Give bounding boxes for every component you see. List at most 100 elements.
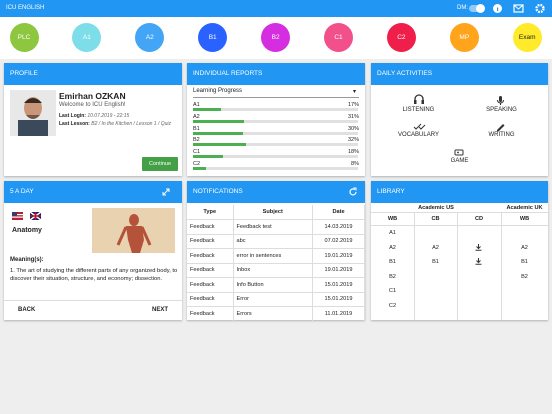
level-button[interactable]: Exam <box>512 23 542 52</box>
cell: 07.02.2019 <box>312 234 365 249</box>
welcome: Welcome to ICU English! <box>59 102 126 108</box>
cell: Feedback <box>187 263 234 278</box>
book-link[interactable]: A1 <box>389 230 396 236</box>
refresh-icon[interactable] <box>348 187 358 197</box>
back-button[interactable]: BACK <box>18 307 36 313</box>
column-header: Type <box>187 205 234 220</box>
group-header: Academic US <box>418 205 454 211</box>
level-label: C2 <box>193 161 201 167</box>
level-button[interactable]: PLC <box>9 23 39 52</box>
percent-label: 18% <box>347 149 359 156</box>
notification-row[interactable]: Feedback Errors 11.01.2019 <box>187 306 365 322</box>
expand-icon[interactable] <box>161 187 171 197</box>
divider <box>371 212 548 213</box>
cell: Info Button <box>233 277 313 293</box>
cell: Inbox <box>233 263 313 278</box>
cell: Feedback <box>187 219 234 235</box>
speaking[interactable]: SPEAKING <box>486 107 517 113</box>
meanings-label: Meaning(s): <box>10 257 44 263</box>
app-title: ICU ENGLISH <box>6 5 45 11</box>
notification-row[interactable]: Feedback Feedback test 14.03.2019 <box>187 219 365 235</box>
book-link[interactable]: C1 <box>388 288 397 295</box>
progress-bar <box>193 167 207 170</box>
level-button[interactable]: C1 <box>324 23 353 52</box>
cell: error in sentences <box>233 248 313 264</box>
reports-panel: INDIVIDUAL REPORTS Learning Progress ▾ A1… <box>187 63 365 176</box>
column-header: CD <box>474 216 484 222</box>
dm-label: DM: <box>457 5 468 11</box>
activities-panel: DAILY ACTIVITIES LISTENING SPEAKING VOCA… <box>371 63 548 176</box>
writing[interactable]: WRITING <box>488 132 515 138</box>
book-link[interactable]: B1 <box>521 259 528 266</box>
cell: Errors <box>233 306 313 322</box>
activity-icons <box>413 94 505 156</box>
app-bar: ICU ENGLISH DM: <box>0 0 552 17</box>
progress-bar <box>193 155 223 159</box>
progress-track <box>193 155 358 159</box>
library-panel: LIBRARY Academic US Academic UK WB CB CD WB A1… <box>371 181 548 320</box>
panel-title: DAILY ACTIVITIES <box>371 63 548 85</box>
notification-row[interactable]: Feedback Info Button 15.01.2019 <box>187 277 365 293</box>
book-link[interactable]: B1 <box>389 259 396 266</box>
notification-row[interactable]: Feedback abc 07.02.2019 <box>187 234 365 249</box>
level-label: B1 <box>193 125 200 132</box>
next-button[interactable]: NEXT <box>152 307 169 313</box>
table-header: Type Subject Date <box>187 205 365 220</box>
level-label: B2 <box>193 137 200 144</box>
cell: 14.03.2019 <box>312 219 365 235</box>
cell: Feedback test <box>233 219 313 235</box>
book-link[interactable]: B2 <box>389 273 396 280</box>
column-divider <box>501 212 502 320</box>
last-login: 10.07.2019 - 22:15 <box>87 113 130 119</box>
column-divider <box>414 212 415 320</box>
percent-label: 31% <box>347 113 359 120</box>
word-image <box>92 208 175 253</box>
level-button[interactable]: B2 <box>261 23 291 52</box>
label: Last Lesson: <box>59 121 90 127</box>
level-button[interactable]: C2 <box>386 23 416 52</box>
download-icon[interactable] <box>475 258 482 265</box>
level-button[interactable]: MP <box>449 23 479 52</box>
percent-label: 17% <box>347 102 359 108</box>
book-link[interactable]: B1 <box>432 259 439 266</box>
panel-title: NOTIFICATIONS <box>187 181 365 203</box>
dm-toggle[interactable] <box>469 4 485 13</box>
notification-row[interactable]: Feedback Inbox 19.01.2019 <box>187 263 365 278</box>
level-button[interactable]: A1 <box>72 23 102 52</box>
mail-icon[interactable] <box>513 4 524 13</box>
column-header: Subject <box>233 205 313 220</box>
settings-icon[interactable] <box>535 3 545 14</box>
book-link[interactable]: A2 <box>432 244 439 251</box>
column-divider <box>457 212 458 320</box>
download-icon[interactable] <box>475 243 482 251</box>
book-link[interactable]: C2 <box>388 303 397 309</box>
notification-row[interactable]: Feedback Error 15.01.2019 <box>187 292 365 307</box>
level-button[interactable]: A2 <box>135 23 165 52</box>
avatar <box>10 90 56 136</box>
progress-track <box>193 143 358 147</box>
level-bar: PLC A1 A2 B1 B2 C1 C2 MP Exam <box>0 17 552 59</box>
column-header: Date <box>312 205 365 220</box>
continue-button[interactable]: Continue <box>142 157 178 171</box>
panel-title: INDIVIDUAL REPORTS <box>187 63 365 85</box>
panel-title: 5 A DAY <box>4 181 182 203</box>
percent-label: 30% <box>347 125 359 132</box>
notification-row[interactable]: Feedback error in sentences 19.01.2019 <box>187 248 365 264</box>
percent-label: 32% <box>347 137 359 144</box>
label: Last Login: <box>59 113 86 119</box>
listening[interactable]: LISTENING <box>402 107 435 113</box>
game[interactable]: GAME <box>450 158 469 164</box>
column-header: WB <box>387 216 398 222</box>
book-link[interactable]: A2 <box>389 244 396 251</box>
level-button[interactable]: B1 <box>198 23 228 52</box>
book-link[interactable]: B2 <box>521 273 528 280</box>
vocabulary[interactable]: VOCABULARY <box>398 132 439 138</box>
cell: 19.01.2019 <box>312 248 365 264</box>
dropdown[interactable]: Learning Progress ▾ <box>193 88 359 98</box>
progress-bar <box>193 143 246 147</box>
progress-bar <box>193 119 245 123</box>
progress-track <box>193 167 358 170</box>
level-label: A2 <box>193 113 200 120</box>
book-link[interactable]: A2 <box>521 244 528 251</box>
five-a-day-panel: 5 A DAY Anatomy Meaning(s): 1. The art o… <box>4 181 182 320</box>
